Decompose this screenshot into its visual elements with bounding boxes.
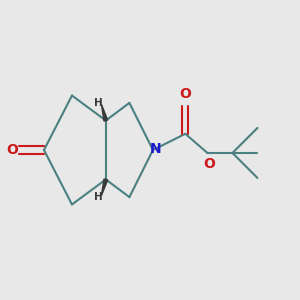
Text: O: O	[179, 86, 191, 100]
Text: O: O	[203, 157, 215, 171]
Text: H: H	[94, 98, 102, 108]
Text: O: O	[7, 143, 18, 157]
Polygon shape	[101, 104, 108, 121]
Polygon shape	[101, 179, 108, 196]
Text: N: N	[149, 142, 161, 156]
Text: H: H	[94, 192, 102, 202]
